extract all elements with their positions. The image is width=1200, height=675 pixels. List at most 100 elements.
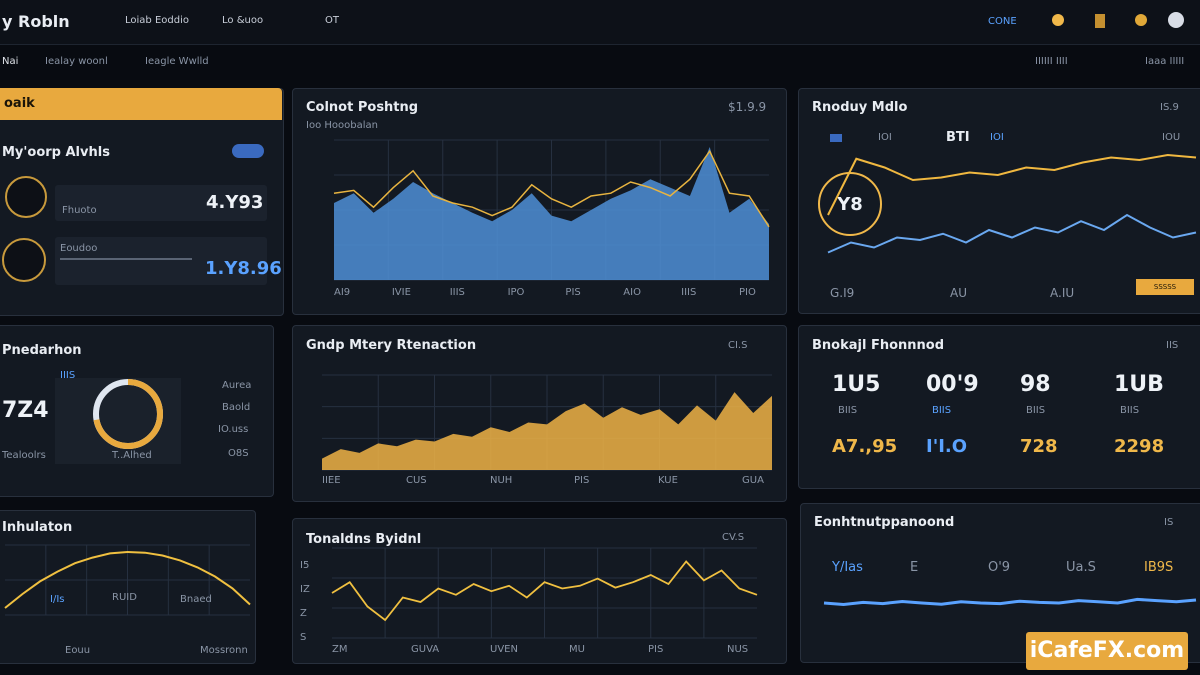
button[interactable]: SSSSS	[1136, 279, 1194, 295]
panel-title: Rnoduy Mdlo	[812, 100, 908, 115]
icon[interactable]	[1135, 14, 1147, 26]
stat-sub: 2298	[1114, 436, 1165, 457]
line	[331, 560, 758, 622]
legend-label: Aurea	[222, 380, 252, 391]
stat-label: BIIS	[932, 405, 952, 416]
panel-title: My'oorp Alvhls	[2, 145, 110, 160]
stat-value: 1U5	[832, 372, 881, 397]
toggle[interactable]	[232, 144, 264, 158]
note: T..Alhed	[112, 450, 152, 461]
sub-item[interactable]: Iaaa IIIII	[1145, 56, 1185, 67]
y-tick-label: I5	[300, 560, 310, 571]
stat: O'9	[988, 560, 1011, 575]
arc-chart	[4, 544, 251, 616]
nav-item[interactable]: Loiab Eoddio	[125, 15, 189, 26]
line	[823, 597, 1197, 607]
line	[4, 550, 251, 609]
donut-arc	[93, 379, 163, 449]
panel-value: $1.9.9	[728, 100, 767, 114]
stat: IB9S	[1144, 560, 1174, 575]
row-label: Eoudoo	[60, 243, 98, 254]
stat: Ua.S	[1066, 560, 1096, 575]
x-tick-label: IIEE	[322, 475, 341, 486]
x-tick-label: PIO	[739, 287, 756, 298]
stat-label: BIIS	[1120, 405, 1140, 416]
ring-value: Y8	[837, 193, 863, 215]
panel-value: CI.S	[728, 340, 748, 351]
x-tick-label: IVIE	[391, 287, 411, 298]
icon[interactable]	[1052, 14, 1064, 26]
stat: Y/Ias	[832, 560, 863, 575]
panel-value: CV.S	[722, 532, 745, 543]
brand[interactable]: y Robln	[2, 12, 70, 31]
legend-label: IO.uss	[218, 424, 249, 435]
nav-item[interactable]: OT	[325, 15, 339, 26]
icon[interactable]	[1095, 14, 1105, 28]
line	[827, 213, 1197, 254]
sub-item[interactable]: Iealay woonl	[45, 56, 108, 67]
x-tick-label: CUS	[406, 475, 427, 486]
area	[322, 392, 772, 470]
area-chart	[322, 374, 772, 471]
label: Bnaed	[180, 594, 212, 605]
row-value: 4.Y93	[206, 192, 264, 213]
top-bar	[0, 0, 1200, 45]
y-axis: I5 IZ Z S	[300, 560, 324, 643]
x-axis: IIEE CUS NUH PIS KUE GUA	[322, 475, 772, 489]
panel-title: Colnot Poshtng	[306, 100, 419, 115]
row	[55, 237, 267, 285]
donut	[93, 379, 163, 449]
chip: BTI	[946, 130, 970, 145]
x-tick-label: IIIS	[681, 287, 697, 298]
avatar[interactable]	[1168, 12, 1184, 28]
sub-item[interactable]: IIIIII IIII	[1035, 56, 1068, 67]
divider	[60, 258, 192, 260]
x-tick-label: IIIS	[449, 287, 465, 298]
x-axis: ZM GUVA UVEN MU PIS NUS	[332, 644, 757, 658]
x-tick-label: GUA	[742, 475, 764, 486]
row-label: Fhuoto	[62, 205, 97, 216]
nav-item[interactable]: Lo &uoo	[222, 15, 264, 26]
stat-label: BIIS	[1026, 405, 1046, 416]
label: I/Is	[50, 594, 65, 605]
line-chart	[823, 597, 1197, 607]
stat-value: 98	[1020, 372, 1051, 397]
chip-icon	[830, 134, 842, 142]
stat-value: 00'9	[926, 372, 979, 397]
chip: IOI	[878, 132, 892, 143]
area-chart	[333, 139, 770, 281]
y-tick-label: Z	[300, 608, 307, 619]
x-tick-label: G.I9	[830, 286, 855, 300]
line	[827, 153, 1197, 216]
x-tick-label: AI9	[334, 287, 351, 298]
x-tick-label: NUS	[727, 644, 749, 655]
panel-header-label: oaik	[4, 96, 35, 111]
row	[55, 185, 267, 221]
x-tick-label: GUVA	[411, 644, 440, 655]
panel-title: Eonhtnutppanoond	[814, 515, 955, 530]
label: Mossronn	[200, 645, 248, 656]
sub-item[interactable]: Nai	[2, 56, 19, 67]
sub-item[interactable]: Ieagle Wwlld	[145, 56, 209, 67]
y-tick-label: IZ	[300, 584, 310, 595]
x-tick-label: PIS	[648, 644, 664, 655]
stat: E	[910, 560, 919, 575]
legend-label: Baold	[222, 402, 251, 413]
x-tick-label: IPO	[507, 287, 525, 298]
row-value: 1.Y8.96	[205, 258, 282, 279]
x-tick-label: ZM	[332, 644, 348, 655]
big-value: 7Z4	[2, 398, 49, 423]
x-tick-label: NUH	[490, 475, 513, 486]
x-tick-label: AU	[950, 286, 967, 300]
stat-label: BIIS	[838, 405, 858, 416]
x-tick-label: UVEN	[490, 644, 518, 655]
x-tick-label: MU	[569, 644, 585, 655]
panel	[798, 325, 1200, 489]
panel-title: Gndp Mtery Rtenaction	[306, 338, 477, 353]
x-tick-label: PIS	[565, 287, 581, 298]
stat-value: 1UB	[1114, 372, 1164, 397]
label: RUID	[112, 592, 137, 603]
label: Eouu	[65, 645, 91, 656]
nav-right[interactable]: CONE	[988, 16, 1017, 27]
